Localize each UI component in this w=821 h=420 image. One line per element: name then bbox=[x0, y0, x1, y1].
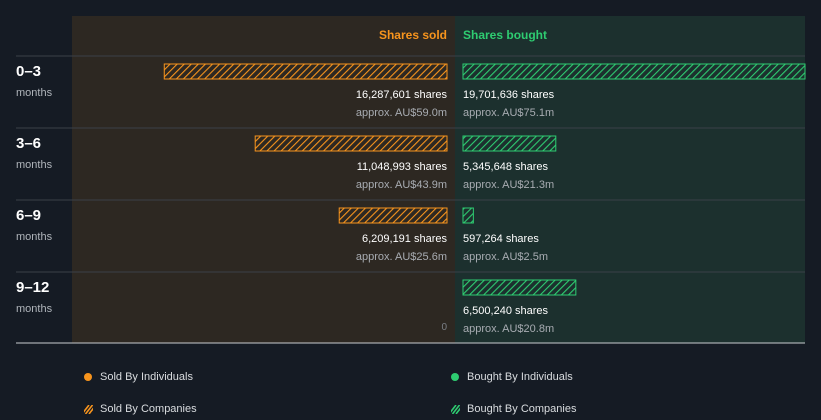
category-sublabel: months bbox=[16, 159, 53, 171]
sold-bar bbox=[163, 63, 448, 80]
bought-value-label: 6,500,240 shares bbox=[463, 305, 549, 317]
insider-trading-chart: Shares sold Shares bought 0–3 months 16,287,… bbox=[16, 16, 806, 344]
legend-dot-icon bbox=[451, 373, 459, 381]
legend-label: Bought By Companies bbox=[467, 403, 577, 415]
category-label: 9–12 bbox=[16, 279, 49, 296]
bought-approx-label: approx. AU$2.5m bbox=[463, 251, 548, 263]
legend-hatch-icon bbox=[451, 404, 460, 414]
legend-right: Bought By Individuals Bought By Companies bbox=[451, 361, 576, 420]
category-sublabel: months bbox=[16, 231, 53, 243]
bought-bar bbox=[462, 207, 474, 224]
category-sublabel: months bbox=[16, 303, 53, 315]
sold-value-label: 6,209,191 shares bbox=[362, 233, 448, 245]
legend-label: Bought By Individuals bbox=[467, 371, 573, 383]
legend-hatch-icon bbox=[84, 404, 93, 414]
sold-value-label: 16,287,601 shares bbox=[356, 89, 448, 101]
sold-approx-label: approx. AU$43.9m bbox=[356, 179, 447, 191]
bought-value-label: 597,264 shares bbox=[463, 233, 539, 245]
legend-label: Sold By Individuals bbox=[100, 371, 193, 383]
legend-item: Bought By Companies bbox=[451, 393, 576, 420]
sold-approx-label: approx. AU$25.6m bbox=[356, 251, 447, 263]
legend-item: Sold By Companies bbox=[84, 393, 197, 420]
legend-item: Sold By Individuals bbox=[84, 361, 197, 393]
bought-bar bbox=[462, 279, 577, 296]
header-shares-sold: Shares sold bbox=[379, 28, 447, 42]
legend-left: Sold By Individuals Sold By Companies bbox=[84, 361, 197, 420]
category-sublabel: months bbox=[16, 87, 53, 99]
bought-value-label: 19,701,636 shares bbox=[463, 89, 555, 101]
bought-bar bbox=[462, 135, 557, 152]
sold-bar bbox=[338, 207, 448, 224]
category-label: 0–3 bbox=[16, 63, 41, 80]
bought-approx-label: approx. AU$20.8m bbox=[463, 323, 554, 335]
sold-value-label: 11,048,993 shares bbox=[357, 161, 448, 173]
sold-bar bbox=[254, 135, 448, 152]
bought-approx-label: approx. AU$75.1m bbox=[463, 107, 554, 119]
legend-dot-icon bbox=[84, 373, 92, 381]
legend-label: Sold By Companies bbox=[100, 403, 197, 415]
header-shares-bought: Shares bought bbox=[463, 28, 547, 42]
bought-bar bbox=[462, 63, 806, 80]
category-label: 6–9 bbox=[16, 207, 41, 224]
bought-value-label: 5,345,648 shares bbox=[463, 161, 549, 173]
sold-value-label: 0 bbox=[441, 322, 447, 333]
bought-approx-label: approx. AU$21.3m bbox=[463, 179, 554, 191]
legend-item: Bought By Individuals bbox=[451, 361, 576, 393]
sold-approx-label: approx. AU$59.0m bbox=[356, 107, 447, 119]
category-label: 3–6 bbox=[16, 135, 41, 152]
